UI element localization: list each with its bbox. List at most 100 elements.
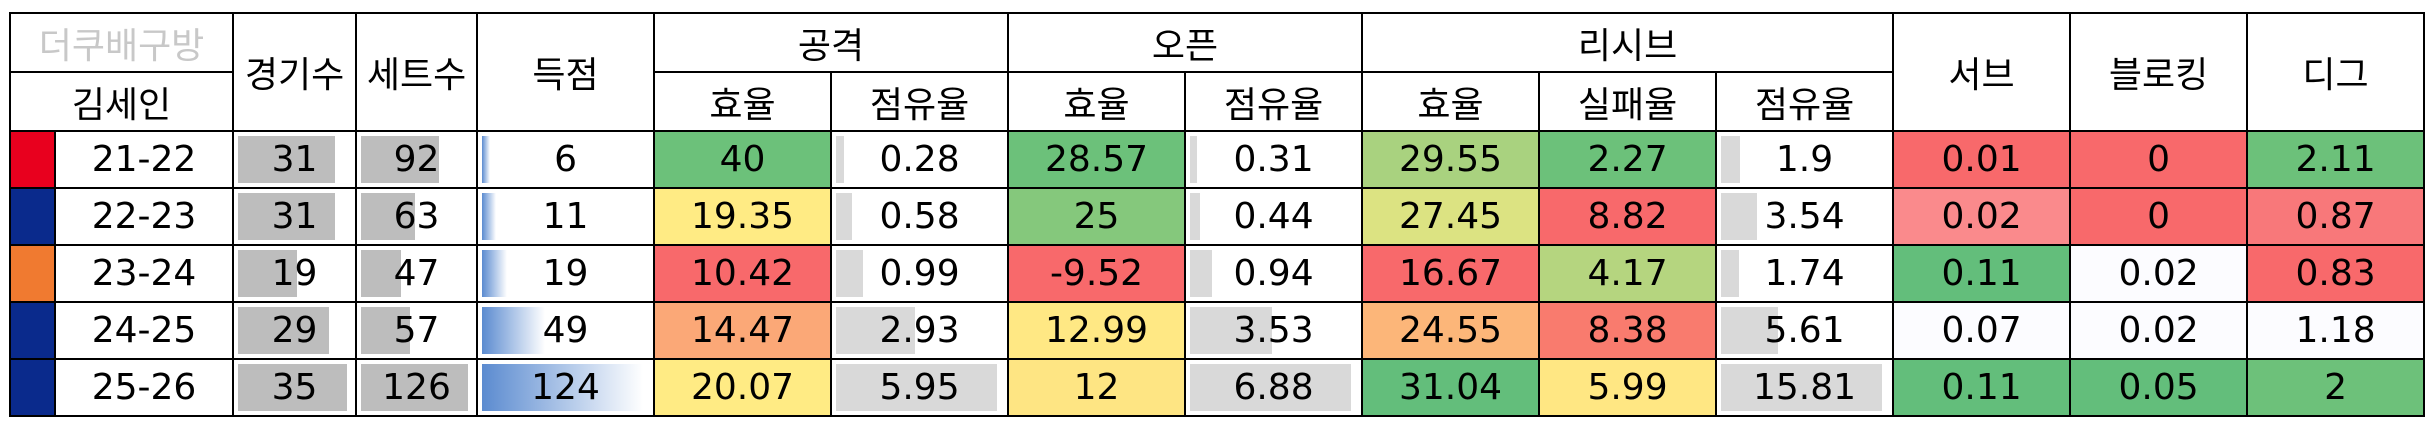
- stat-cell: 25: [1007, 187, 1187, 246]
- data-row: 25-26 35 126 124 20.07 5.95 12 6.88 31.04 5.99 15.…: [9, 358, 2426, 417]
- stat-cell: 0.87: [2246, 187, 2426, 246]
- stat-cell: 63: [355, 187, 479, 246]
- column-header: 블로킹: [2069, 12, 2249, 132]
- cell-text: 0.11: [1941, 367, 2022, 408]
- color-swatch: [9, 130, 56, 189]
- cell-text: 28.57: [1044, 139, 1149, 180]
- cell-text: 1.18: [2295, 310, 2376, 351]
- stat-cell: 0: [2069, 130, 2249, 189]
- stat-cell: 24.55: [1361, 301, 1541, 360]
- stat-cell: 2.27: [1538, 130, 1718, 189]
- stat-cell: 0.11: [1892, 358, 2072, 417]
- data-bar: [361, 250, 402, 297]
- stat-cell: 0.99: [830, 244, 1010, 303]
- cell-text: 63: [393, 196, 440, 237]
- cell-text: 0.02: [2118, 310, 2199, 351]
- data-bar: [1721, 364, 1882, 411]
- cell-text: 23-24: [91, 253, 197, 294]
- stat-cell: 14.47: [653, 301, 833, 360]
- stat-cell: 49: [476, 301, 656, 360]
- stat-cell: 28.57: [1007, 130, 1187, 189]
- cell-text: 5.95: [879, 367, 960, 408]
- stat-cell: 0.11: [1892, 244, 2072, 303]
- watermark: 더쿠배구방: [8, 12, 235, 73]
- stat-cell: 3.54: [1715, 187, 1895, 246]
- stat-cell: 0.44: [1184, 187, 1364, 246]
- sub-header: 효율: [653, 71, 833, 132]
- stat-cell: 0.28: [830, 130, 1010, 189]
- cell-text: 15.81: [1753, 367, 1857, 408]
- data-bar: [836, 136, 844, 183]
- stat-cell: 0.01: [1892, 130, 2072, 189]
- stat-cell: 11: [476, 187, 656, 246]
- cell-text: 0: [2147, 139, 2170, 180]
- data-bar: [836, 193, 852, 240]
- stat-cell: 29: [232, 301, 358, 360]
- stat-cell: 15.81: [1715, 358, 1895, 417]
- stat-cell: 40: [653, 130, 833, 189]
- column-header: 디그: [2246, 12, 2426, 132]
- cell-text: 0.02: [2118, 253, 2199, 294]
- stat-cell: 1.18: [2246, 301, 2426, 360]
- cell-text: 0.87: [2295, 196, 2376, 237]
- group-header: 공격: [653, 12, 1010, 73]
- data-bar: [482, 364, 643, 411]
- stat-cell: 5.95: [830, 358, 1010, 417]
- data-bar: [1721, 136, 1741, 183]
- cell-text: 16.67: [1398, 253, 1503, 294]
- cell-text: 19.35: [690, 196, 795, 237]
- stat-cell: 8.82: [1538, 187, 1718, 246]
- cell-text: 0.94: [1233, 253, 1314, 294]
- stat-cell: 47: [355, 244, 479, 303]
- cell-text: 0.07: [1941, 310, 2022, 351]
- cell-text: 0.44: [1233, 196, 1314, 237]
- data-bar: [238, 250, 298, 297]
- stat-cell: 12: [1007, 358, 1187, 417]
- color-swatch: [9, 301, 56, 360]
- cell-text: 19: [542, 253, 589, 294]
- data-bar: [238, 136, 335, 183]
- stat-cell: 0.83: [2246, 244, 2426, 303]
- column-header: 서브: [1892, 12, 2072, 132]
- column-header: 득점: [476, 12, 656, 132]
- data-bar: [836, 364, 997, 411]
- stat-cell: 6.88: [1184, 358, 1364, 417]
- stat-cell: 124: [476, 358, 656, 417]
- cell-text: 19: [271, 253, 318, 294]
- cell-text: 8.82: [1587, 196, 1668, 237]
- data-row: 21-22 31 92 6 40 0.28 28.57 0.31 29.55 2.27 1.9 0.0…: [9, 130, 2426, 189]
- stat-cell: 5.99: [1538, 358, 1718, 417]
- data-bar: [1721, 250, 1739, 297]
- cell-text: 47: [393, 253, 440, 294]
- cell-text: 11: [542, 196, 589, 237]
- stat-cell: 3.53: [1184, 301, 1364, 360]
- cell-text: 31: [271, 139, 318, 180]
- season-cell: 22-23: [53, 187, 235, 246]
- stat-cell: 4.17: [1538, 244, 1718, 303]
- cell-text: 5.61: [1764, 310, 1845, 351]
- cell-text: 21-22: [91, 139, 197, 180]
- cell-text: 0.99: [879, 253, 960, 294]
- cell-text: 0: [2147, 196, 2170, 237]
- data-bar: [482, 193, 497, 240]
- stat-cell: 0.02: [1892, 187, 2072, 246]
- stat-cell: 2.11: [2246, 130, 2426, 189]
- cell-text: 2.27: [1587, 139, 1668, 180]
- cell-text: 2.11: [2295, 139, 2376, 180]
- cell-text: 12.99: [1044, 310, 1149, 351]
- stat-cell: 2.93: [830, 301, 1010, 360]
- stat-cell: 27.45: [1361, 187, 1541, 246]
- season-cell: 21-22: [53, 130, 235, 189]
- data-row: 24-25 29 57 49 14.47 2.93 12.99 3.53 24.55 8.38 5.…: [9, 301, 2426, 360]
- cell-text: 14.47: [690, 310, 795, 351]
- data-bar: [1190, 136, 1198, 183]
- cell-text: 20.07: [690, 367, 795, 408]
- stat-cell: 19: [232, 244, 358, 303]
- cell-text: 25-26: [91, 367, 197, 408]
- data-bar: [836, 307, 916, 354]
- player-name: 김세인: [8, 71, 235, 132]
- data-bar: [361, 193, 415, 240]
- cell-text: 57: [393, 310, 440, 351]
- cell-text: 0.05: [2118, 367, 2199, 408]
